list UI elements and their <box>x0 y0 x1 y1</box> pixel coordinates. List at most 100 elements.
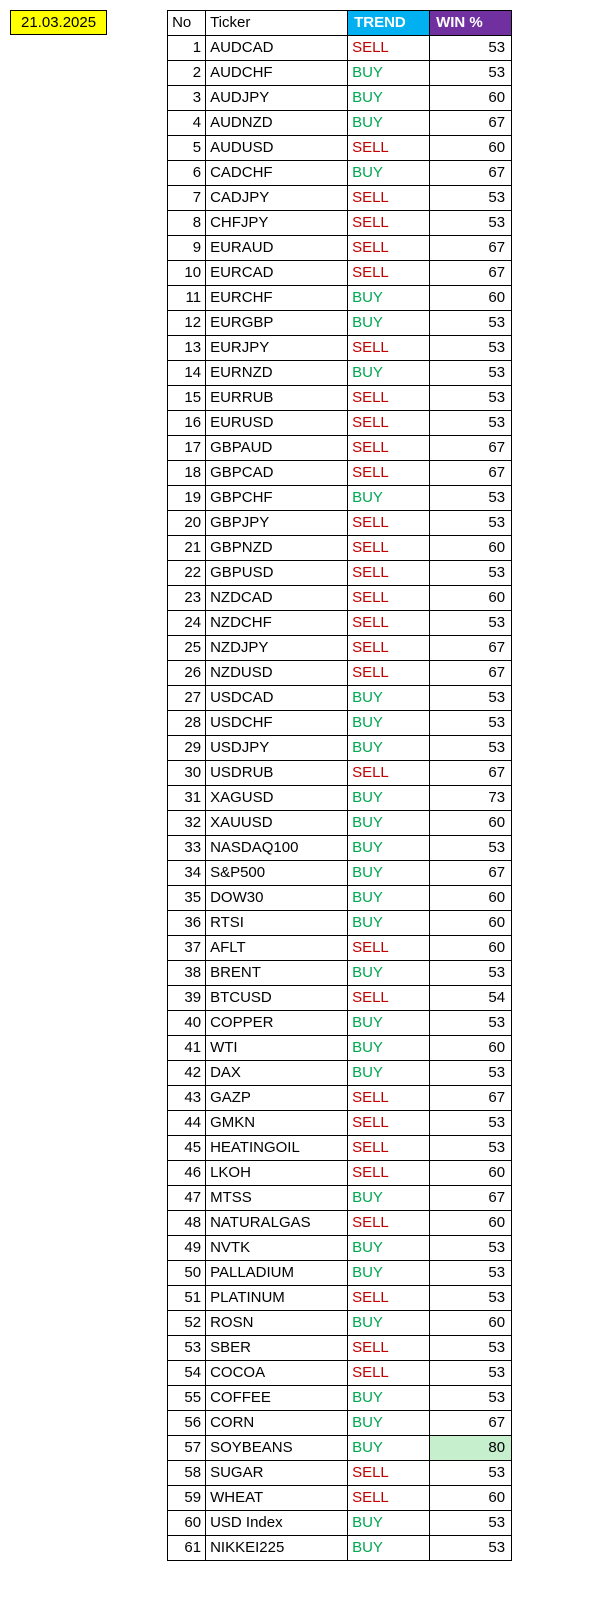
cell-win: 53 <box>430 1361 512 1386</box>
cell-win: 54 <box>430 986 512 1011</box>
cell-trend: SELL <box>348 561 430 586</box>
cell-win: 53 <box>430 736 512 761</box>
table-row: 16EURUSDSELL53 <box>168 411 512 436</box>
cell-ticker: AUDCAD <box>206 36 348 61</box>
cell-no: 44 <box>168 1111 206 1136</box>
cell-trend: BUY <box>348 1311 430 1336</box>
cell-no: 38 <box>168 961 206 986</box>
cell-trend: SELL <box>348 1211 430 1236</box>
cell-ticker: XAUUSD <box>206 811 348 836</box>
cell-ticker: NZDJPY <box>206 636 348 661</box>
cell-win: 67 <box>430 261 512 286</box>
table-row: 12EURGBPBUY53 <box>168 311 512 336</box>
cell-no: 46 <box>168 1161 206 1186</box>
table-row: 5AUDUSDSELL60 <box>168 136 512 161</box>
cell-win: 53 <box>430 1261 512 1286</box>
cell-ticker: GBPCHF <box>206 486 348 511</box>
cell-no: 13 <box>168 336 206 361</box>
cell-no: 47 <box>168 1186 206 1211</box>
table-row: 41WTIBUY60 <box>168 1036 512 1061</box>
cell-ticker: EURUSD <box>206 411 348 436</box>
cell-win: 53 <box>430 511 512 536</box>
cell-win: 67 <box>430 761 512 786</box>
cell-no: 23 <box>168 586 206 611</box>
cell-trend: BUY <box>348 886 430 911</box>
cell-no: 29 <box>168 736 206 761</box>
table-row: 60USD IndexBUY53 <box>168 1511 512 1536</box>
cell-no: 17 <box>168 436 206 461</box>
cell-no: 11 <box>168 286 206 311</box>
cell-ticker: EURCAD <box>206 261 348 286</box>
cell-no: 42 <box>168 1061 206 1086</box>
cell-no: 54 <box>168 1361 206 1386</box>
cell-win: 53 <box>430 336 512 361</box>
cell-win: 53 <box>430 1286 512 1311</box>
cell-trend: SELL <box>348 536 430 561</box>
cell-win: 67 <box>430 1186 512 1211</box>
cell-trend: SELL <box>348 236 430 261</box>
cell-no: 15 <box>168 386 206 411</box>
cell-no: 18 <box>168 461 206 486</box>
cell-trend: BUY <box>348 686 430 711</box>
cell-trend: BUY <box>348 811 430 836</box>
cell-win: 60 <box>430 886 512 911</box>
cell-trend: SELL <box>348 436 430 461</box>
cell-win: 53 <box>430 486 512 511</box>
cell-ticker: EURRUB <box>206 386 348 411</box>
table-header-row: No Ticker TREND WIN % <box>168 11 512 36</box>
cell-trend: SELL <box>348 386 430 411</box>
cell-win: 67 <box>430 1411 512 1436</box>
cell-no: 8 <box>168 211 206 236</box>
cell-ticker: HEATINGOIL <box>206 1136 348 1161</box>
cell-trend: BUY <box>348 1061 430 1086</box>
cell-ticker: EURJPY <box>206 336 348 361</box>
cell-trend: SELL <box>348 1336 430 1361</box>
table-row: 45HEATINGOILSELL53 <box>168 1136 512 1161</box>
cell-no: 5 <box>168 136 206 161</box>
table-row: 14EURNZDBUY53 <box>168 361 512 386</box>
table-row: 39BTCUSDSELL54 <box>168 986 512 1011</box>
cell-no: 20 <box>168 511 206 536</box>
cell-ticker: USDJPY <box>206 736 348 761</box>
cell-win: 60 <box>430 136 512 161</box>
table-row: 54COCOASELL53 <box>168 1361 512 1386</box>
cell-no: 34 <box>168 861 206 886</box>
cell-win: 53 <box>430 386 512 411</box>
cell-trend: SELL <box>348 1286 430 1311</box>
cell-win: 53 <box>430 961 512 986</box>
cell-no: 49 <box>168 1236 206 1261</box>
table-row: 46LKOHSELL60 <box>168 1161 512 1186</box>
table-row: 1AUDCADSELL53 <box>168 36 512 61</box>
cell-trend: SELL <box>348 936 430 961</box>
table-row: 17GBPAUDSELL67 <box>168 436 512 461</box>
cell-trend: SELL <box>348 211 430 236</box>
cell-win: 53 <box>430 361 512 386</box>
cell-ticker: SOYBEANS <box>206 1436 348 1461</box>
table-row: 40COPPERBUY53 <box>168 1011 512 1036</box>
cell-trend: SELL <box>348 1486 430 1511</box>
cell-ticker: S&P500 <box>206 861 348 886</box>
table-row: 50PALLADIUMBUY53 <box>168 1261 512 1286</box>
cell-win: 53 <box>430 211 512 236</box>
table-row: 15EURRUBSELL53 <box>168 386 512 411</box>
cell-no: 27 <box>168 686 206 711</box>
cell-win: 67 <box>430 161 512 186</box>
cell-trend: BUY <box>348 61 430 86</box>
table-row: 2AUDCHFBUY53 <box>168 61 512 86</box>
cell-win: 53 <box>430 1111 512 1136</box>
cell-no: 6 <box>168 161 206 186</box>
cell-win: 60 <box>430 1311 512 1336</box>
table-row: 55COFFEEBUY53 <box>168 1386 512 1411</box>
cell-trend: SELL <box>348 1461 430 1486</box>
cell-win: 53 <box>430 1536 512 1561</box>
cell-ticker: MTSS <box>206 1186 348 1211</box>
cell-trend: SELL <box>348 986 430 1011</box>
cell-ticker: COFFEE <box>206 1386 348 1411</box>
cell-trend: BUY <box>348 111 430 136</box>
table-row: 36RTSIBUY60 <box>168 911 512 936</box>
cell-no: 4 <box>168 111 206 136</box>
cell-trend: BUY <box>348 911 430 936</box>
cell-win: 53 <box>430 1136 512 1161</box>
cell-ticker: BTCUSD <box>206 986 348 1011</box>
cell-no: 19 <box>168 486 206 511</box>
